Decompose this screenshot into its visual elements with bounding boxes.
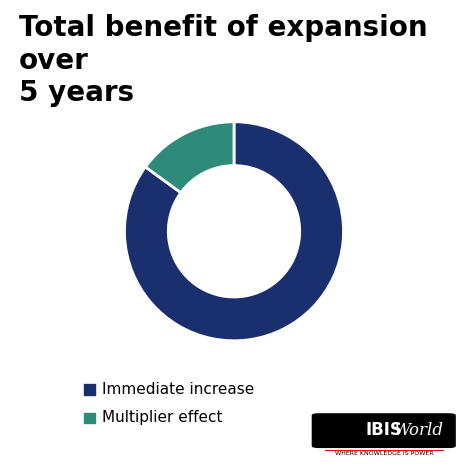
Text: World: World <box>394 421 444 439</box>
FancyBboxPatch shape <box>312 413 456 448</box>
Wedge shape <box>146 122 234 193</box>
Text: Multiplier effect: Multiplier effect <box>102 410 222 425</box>
Text: IBIS: IBIS <box>366 421 402 439</box>
Text: Total benefit of expansion over
5 years: Total benefit of expansion over 5 years <box>19 14 427 107</box>
Text: WHERE KNOWLEDGE IS POWER: WHERE KNOWLEDGE IS POWER <box>335 451 433 456</box>
Wedge shape <box>124 122 344 341</box>
Text: Immediate increase: Immediate increase <box>102 382 254 397</box>
